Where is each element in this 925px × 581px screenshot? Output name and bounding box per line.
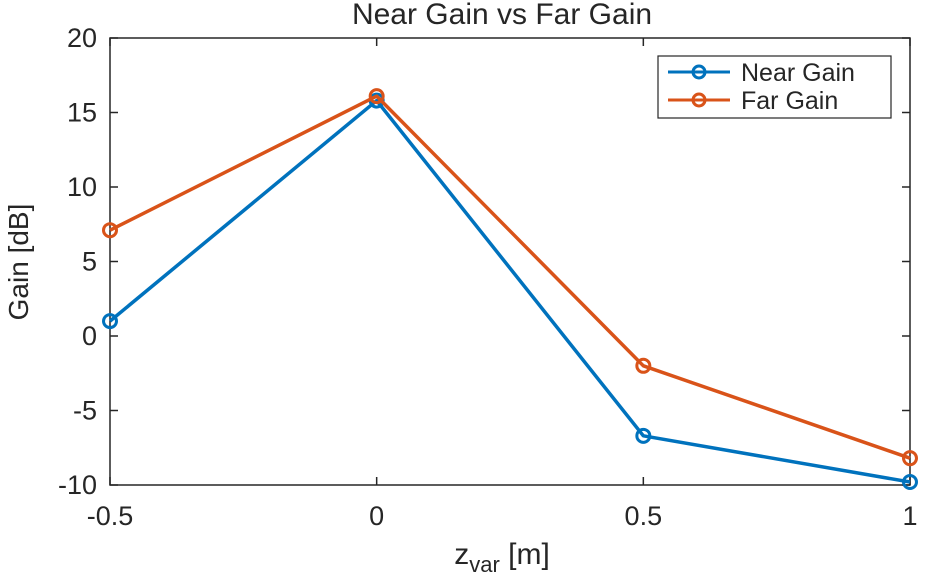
series-line-far-gain (109, 94, 911, 460)
y-axis-label: Gain [dB] (3, 204, 34, 321)
x-axis-label-unit: [m] (500, 538, 550, 571)
data-point-far-gain (902, 450, 918, 467)
y-tick-label: -5 (73, 396, 97, 426)
series-layer (102, 88, 918, 491)
data-point-near-gain (635, 427, 652, 444)
data-point-far-gain (102, 222, 118, 239)
x-axis-label-subscript: var (469, 552, 500, 577)
series-line-near-gain (108, 98, 911, 484)
legend-label-far-gain: Far Gain (741, 87, 838, 115)
legend-marker-far-gain (691, 92, 707, 108)
series-far-gain (102, 88, 918, 467)
legend-marker-near-gain (691, 64, 707, 80)
x-axis: -0.5 0 0.5 1 (87, 38, 918, 531)
x-axis-label: zvar [m] (454, 538, 550, 577)
data-point-near-gain (902, 474, 918, 491)
data-point-far-gain (368, 88, 385, 105)
x-tick-label: 1 (902, 501, 917, 531)
y-tick-label: 10 (67, 172, 97, 202)
legend: Near Gain Far Gain (657, 55, 892, 119)
y-axis: -10 -5 0 5 10 15 20 (58, 23, 910, 500)
y-tick-label: 20 (67, 23, 97, 53)
data-point-far-gain (635, 357, 652, 374)
data-point-near-gain (102, 313, 118, 330)
y-tick-label: 5 (82, 247, 97, 277)
x-tick-label: -0.5 (87, 501, 134, 531)
series-near-gain (102, 92, 918, 491)
x-axis-label-base: z (454, 538, 469, 571)
x-tick-label: 0 (369, 501, 384, 531)
chart-title: Near Gain vs Far Gain (352, 0, 652, 31)
y-tick-label: 0 (82, 321, 97, 351)
legend-label-near-gain: Near Gain (741, 59, 855, 87)
y-tick-label: 15 (67, 98, 97, 128)
y-tick-label: -10 (58, 470, 97, 500)
x-tick-label: 0.5 (625, 501, 663, 531)
